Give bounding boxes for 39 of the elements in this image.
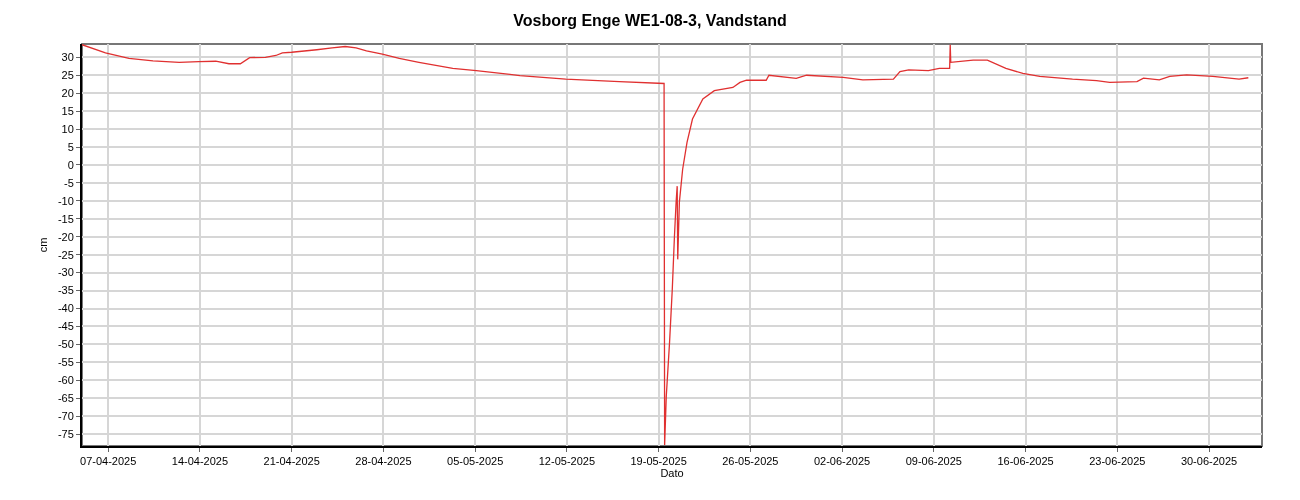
x-tick-label: 07-04-2025 <box>80 455 137 468</box>
x-tick-label: 28-04-2025 <box>355 455 412 468</box>
x-axis-title: Dato <box>660 467 684 480</box>
y-tick-label: 5 <box>67 140 74 153</box>
chart-title: Vosborg Enge WE1-08-3, Vandstand <box>513 12 787 30</box>
x-tick-label: 02-06-2025 <box>813 455 871 468</box>
y-tick-label: -20 <box>57 230 74 243</box>
x-tick-label: 16-06-2025 <box>997 455 1054 468</box>
y-tick-label: -15 <box>57 212 74 225</box>
x-tick-label: 23-06-2025 <box>1089 455 1146 468</box>
y-tick-label: -35 <box>57 284 74 297</box>
x-tick-label: 09-06-2025 <box>905 455 962 468</box>
x-tick-label: 14-04-2025 <box>171 455 229 468</box>
y-tick-label: -40 <box>57 302 74 315</box>
y-tick-label: -45 <box>57 320 74 333</box>
y-tick-label: 25 <box>61 69 74 82</box>
y-axis-title: cm <box>37 237 50 253</box>
x-tick-label: 12-05-2025 <box>538 455 596 468</box>
x-tick-label: 26-05-2025 <box>722 455 779 468</box>
y-tick-label: -70 <box>57 410 74 423</box>
x-tick-label: 21-04-2025 <box>263 455 320 468</box>
line-series <box>82 44 1249 446</box>
y-tick-label: 30 <box>61 51 74 64</box>
y-tick-label: 20 <box>61 87 74 100</box>
y-tick-label: -55 <box>57 356 74 369</box>
y-tick-label: -30 <box>57 266 74 279</box>
y-tick-label: -60 <box>57 374 74 387</box>
x-tick-label: 19-05-2025 <box>630 455 687 468</box>
y-tick-label: -10 <box>57 194 74 207</box>
y-tick-label: -65 <box>57 392 74 405</box>
y-tick-label: -50 <box>57 338 74 351</box>
y-tick-label: -5 <box>64 176 74 189</box>
y-tick-label: -75 <box>57 428 74 441</box>
x-tick-label: 30-06-2025 <box>1180 455 1238 468</box>
y-tick-label: 10 <box>61 122 74 135</box>
y-tick-label: 15 <box>61 104 74 117</box>
y-tick-label: 0 <box>67 158 74 171</box>
x-tick-label: 05-05-2025 <box>447 455 504 468</box>
y-tick-label: -25 <box>57 248 74 261</box>
